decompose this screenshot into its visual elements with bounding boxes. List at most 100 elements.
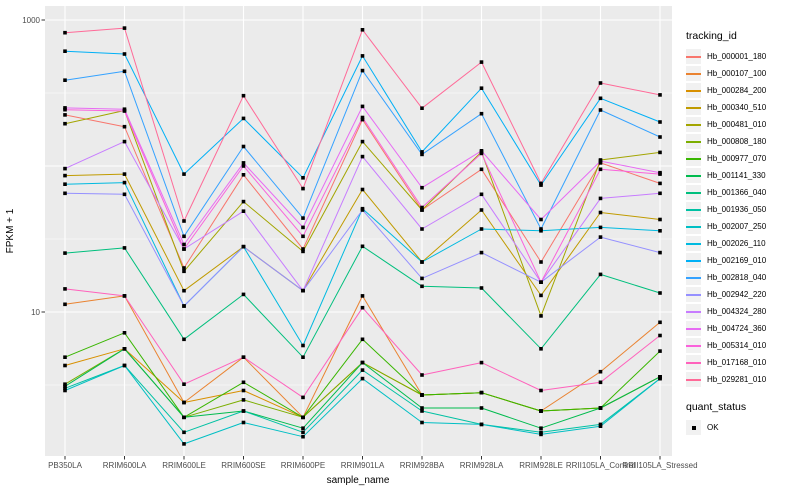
legend-line-icon [686,327,701,330]
data-point [658,376,662,381]
data-point [658,135,662,139]
legend-item-label: Hb_017168_010 [707,358,767,367]
data-point [598,272,603,277]
data-point [301,176,305,180]
data-point [479,250,484,255]
data-point [182,400,186,405]
data-point [539,181,543,186]
legend-item-label: Hb_000001_180 [707,52,767,61]
data-point [658,217,662,222]
legend-item-label: OK [707,423,719,432]
data-point [122,192,127,197]
data-point [182,242,186,247]
legend-item-label: Hb_005314_010 [707,341,767,350]
data-point [182,247,186,251]
x-tick-label: RRIM600SE [221,461,265,470]
data-point [301,288,305,293]
data-point [658,172,662,176]
data-point [301,234,305,239]
data-point [301,355,305,359]
data-point [360,68,365,73]
data-point [63,49,67,53]
data-point [63,78,67,82]
data-point [598,235,603,239]
legend-item-label: Hb_000977_070 [707,154,767,163]
data-point [301,415,305,420]
legend-key-swatch [686,100,701,115]
data-point [182,442,186,446]
data-point [658,191,662,196]
data-point [360,104,365,109]
data-point [479,111,484,116]
data-point [63,363,67,368]
data-point [539,409,543,413]
data-point [539,260,543,264]
data-point [420,393,424,397]
data-point [360,244,365,249]
data-point [301,249,305,254]
legend-item-label: Hb_002169_010 [707,256,767,265]
data-point [479,286,484,290]
data-point [539,347,543,351]
data-point [182,430,186,435]
legend-line-icon [686,276,701,279]
axes-layer: 1000 10 PB350LA RRIM600LA RRIM600LE RRIM600SE… [22,16,697,470]
data-point [598,167,603,172]
legend-item-Hb_001936_050: Hb_001936_050 [686,201,800,218]
data-point [241,355,246,359]
data-point [539,426,543,430]
data-point [479,360,484,365]
data-point [420,373,424,377]
legend-item-label: Hb_000481_010 [707,120,767,129]
legend-item-label: Hb_000340_510 [707,103,767,112]
data-point [122,139,127,144]
data-point [63,251,67,255]
legend-item-label: Hb_004724_360 [707,324,767,333]
data-point [301,426,305,430]
data-point [63,173,67,178]
data-point [63,386,67,391]
data-point [420,276,424,281]
data-point [360,28,365,32]
data-point [420,284,424,289]
data-point [658,181,662,186]
x-tick-label: RRIM928LA [460,461,504,470]
data-point [241,398,246,402]
data-point [63,107,67,112]
data-point [598,81,603,85]
data-point [479,406,484,410]
data-point [539,227,543,231]
x-tick-label: RRIM600LE [162,461,206,470]
data-point [301,434,305,439]
legend-item-Hb_000808_180: Hb_000808_180 [686,133,800,150]
legend-item-Hb_000001_180: Hb_000001_180 [686,48,800,65]
data-point [182,304,186,308]
data-point [479,192,484,197]
data-point [63,287,67,291]
data-point [63,384,67,389]
data-point [360,337,365,342]
data-point [63,166,67,171]
data-point [122,246,127,250]
data-point [598,96,603,101]
x-tick-label: RRIM928LE [519,461,563,470]
data-point [598,196,603,201]
legend-item-Hb_002169_010: Hb_002169_010 [686,252,800,269]
data-point [479,208,484,212]
data-point [539,430,543,435]
legend-line-icon [686,208,701,211]
legend-item-Hb_001141_330: Hb_001141_330 [686,167,800,184]
legend-item-label: Hb_000107_100 [707,69,767,78]
legend-line-icon [686,174,701,177]
data-point [420,208,424,212]
data-point [241,173,246,177]
legend-line-icon [686,259,701,262]
legend-key-swatch [686,338,701,353]
data-point [598,406,603,410]
legend-item-label: Hb_000808_180 [707,137,767,146]
y-axis-title: FPKM + 1 [5,208,16,253]
data-point [122,180,127,185]
legend-item-Hb_001366_040: Hb_001366_040 [686,184,800,201]
legend-line-icon [686,310,701,313]
legend-key-swatch [686,253,701,268]
